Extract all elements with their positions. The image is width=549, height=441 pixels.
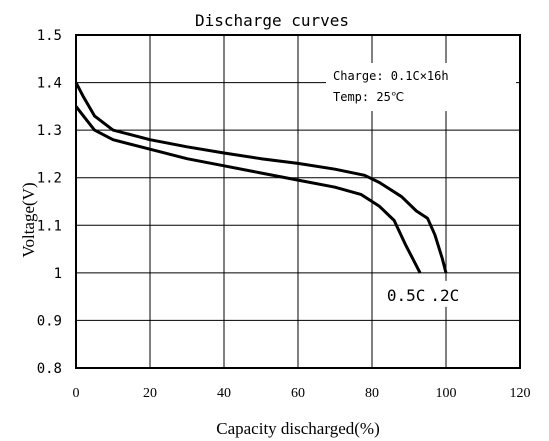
- x-tick-label: 20: [143, 386, 157, 401]
- series-label: 0.5C: [387, 286, 426, 305]
- y-axis-label: Voltage(V): [19, 182, 38, 257]
- series-label-bg: [382, 280, 431, 307]
- x-tick-label: 120: [510, 386, 531, 401]
- x-tick-label: 40: [217, 386, 231, 401]
- y-tick-label: 1: [54, 266, 62, 282]
- x-tick-label: 100: [436, 386, 457, 401]
- y-tick-label: 1.2: [37, 171, 62, 187]
- x-tick-label: 0: [73, 386, 80, 401]
- x-axis-label: Capacity discharged(%): [216, 419, 379, 438]
- x-tick-label: 80: [365, 386, 379, 401]
- y-tick-label: 1.1: [37, 218, 62, 234]
- series-line-0_2c: [74, 81, 448, 274]
- y-tick-label: 1.3: [37, 123, 62, 139]
- y-tick-label: 1.4: [37, 76, 62, 92]
- y-tick-label: 0.8: [37, 361, 62, 377]
- y-tick-label: 1.5: [37, 28, 62, 44]
- y-tick-label: 0.9: [37, 313, 62, 329]
- plot-frame: [75, 34, 521, 369]
- series-line-0_5c: [74, 105, 422, 274]
- series-labels: 0.2C0.5C: [382, 280, 464, 307]
- series-lines: [74, 81, 448, 274]
- chart-title: Discharge curves: [195, 11, 349, 30]
- series-label: 0.2C: [421, 286, 460, 305]
- x-tick-label: 60: [291, 386, 305, 401]
- annotation-background: [326, 63, 516, 111]
- annotation-charge: Charge: 0.1C×16h: [333, 69, 449, 83]
- tick-labels: 0 20 40 60 80 100 120 0.8 0.9 1 1.1 1.2 1.3 1.4 1.5: [37, 28, 531, 401]
- annotation-temp: Temp: 25℃: [333, 90, 404, 104]
